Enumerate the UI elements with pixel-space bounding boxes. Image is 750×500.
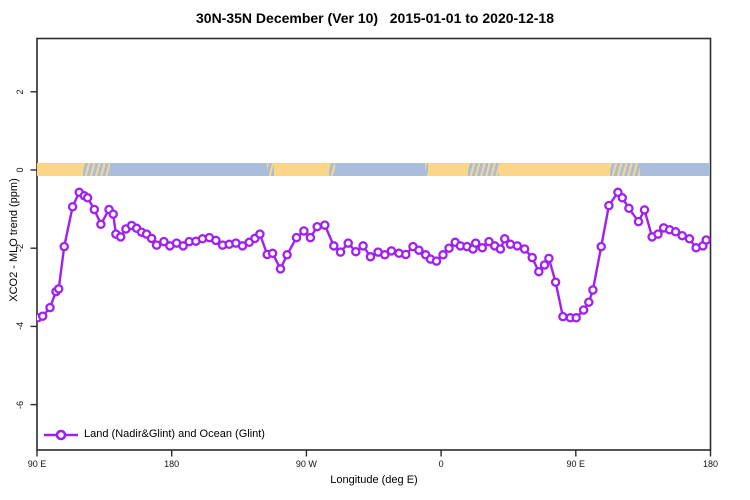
data-point-marker [53, 284, 64, 294]
data-point-marker [108, 209, 118, 219]
data-point-marker [477, 243, 488, 253]
plot-frame [36, 37, 712, 451]
data-point-marker [571, 313, 581, 323]
data-point-marker [358, 241, 368, 251]
data-point-marker [534, 266, 544, 277]
data-point-marker [343, 238, 353, 248]
data-point-marker [499, 234, 510, 244]
data-point-marker [653, 229, 663, 239]
x-tick-label: 180 [702, 459, 719, 469]
data-point-marker [550, 277, 561, 287]
data-point-marker [527, 252, 537, 263]
surface-band-segment-coast [82, 163, 111, 176]
x-tick-label: 90 E [566, 459, 586, 469]
data-point-marker [401, 249, 411, 260]
data-point-marker [470, 238, 481, 248]
x-axis-label: Longitude (deg E) [330, 474, 418, 486]
data-point-marker [89, 204, 100, 215]
data-point-marker [617, 193, 628, 203]
data-point-marker [558, 311, 568, 322]
data-point-marker [584, 297, 594, 307]
y-tick-label: -6 [15, 400, 25, 409]
x-tick-label: 180 [164, 459, 180, 469]
data-point-marker [495, 244, 506, 254]
data-point-marker [37, 317, 39, 324]
data-point-marker [267, 248, 278, 259]
data-point-marker [670, 227, 681, 237]
data-point-marker [588, 285, 598, 295]
data-point-marker [365, 252, 376, 262]
data-point-marker [414, 245, 424, 255]
x-tick-label: 0 [438, 459, 444, 469]
data-point-marker [544, 253, 554, 264]
data-point-marker [299, 226, 309, 236]
x-tick-label: 90 E [27, 459, 47, 469]
data-point-marker [351, 246, 361, 257]
data-series [37, 187, 711, 324]
surface-band-segment-coast [468, 163, 500, 176]
surface-band-segment-ocean [640, 163, 711, 176]
surface-band-segment-coast [267, 163, 275, 176]
data-point-marker [512, 241, 523, 251]
data-point-marker [255, 229, 265, 239]
data-point-marker [380, 250, 390, 260]
y-axis-label: XCO2 - MLO trend (ppm) [8, 178, 20, 302]
chart-title: 30N-35N December (Ver 10) 2015-01-01 to … [196, 10, 554, 26]
surface-band-segment-land [428, 163, 469, 176]
surface-band-segment-ocean [334, 163, 425, 176]
data-point-marker [386, 246, 397, 256]
data-point-marker [624, 203, 634, 214]
data-point-marker [312, 221, 322, 232]
data-point-marker [519, 244, 530, 254]
surface-band-segment-coast [610, 163, 641, 176]
data-point-marker [45, 302, 55, 313]
data-point-marker [320, 220, 330, 230]
data-point-marker [701, 235, 711, 245]
data-point-marker [438, 250, 448, 260]
data-point-marker [37, 311, 48, 321]
y-tick-label: -4 [15, 322, 25, 331]
data-point-marker [151, 240, 162, 250]
data-point-marker [329, 241, 339, 251]
surface-band-segment-land [37, 163, 83, 176]
legend-marker-icon [55, 429, 67, 441]
data-point-marker [444, 243, 454, 253]
data-point-marker [159, 236, 169, 247]
surface-band-segment-coast [328, 163, 335, 176]
data-point-marker [282, 250, 292, 260]
data-point-marker [596, 241, 606, 252]
surface-band-segment-land [499, 163, 611, 176]
surface-band-segment-coast [424, 163, 429, 176]
data-point-marker [178, 241, 188, 251]
data-point-marker [305, 232, 316, 243]
data-point-marker [578, 305, 589, 315]
x-tick-label: 90 W [295, 459, 317, 469]
data-point-marker [291, 232, 302, 243]
data-point-marker [67, 202, 78, 212]
data-point-marker [633, 216, 644, 227]
data-point-marker [237, 241, 248, 251]
surface-band-segment-land [274, 163, 329, 176]
data-point-marker [146, 233, 157, 244]
data-point-marker [639, 205, 650, 215]
data-point-marker [335, 247, 346, 257]
data-point-marker [96, 219, 106, 230]
data-point-marker [604, 200, 614, 211]
data-point-marker [677, 230, 687, 241]
data-point-marker [431, 256, 442, 266]
data-point-marker [684, 234, 695, 244]
data-point-marker [82, 193, 93, 203]
data-point-marker [539, 260, 550, 270]
data-point-marker [59, 241, 69, 252]
legend-label: Land (Nadir&Glint) and Ocean (Glint) [84, 428, 265, 440]
data-point-marker [275, 264, 286, 274]
y-tick-label: 2 [15, 89, 25, 95]
data-point-marker [211, 235, 221, 246]
land-ocean-band [37, 163, 711, 176]
surface-band-segment-ocean [110, 163, 268, 176]
data-point-marker [115, 232, 126, 242]
